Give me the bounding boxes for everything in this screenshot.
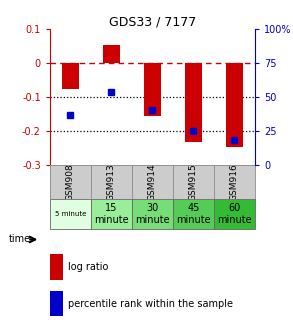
Bar (132, 199, 173, 229)
Text: 5 minute: 5 minute (54, 211, 86, 217)
Title: GDS33 / 7177: GDS33 / 7177 (109, 15, 196, 28)
Text: log ratio: log ratio (67, 262, 108, 272)
Text: GSM908: GSM908 (66, 163, 75, 201)
Bar (103, 45, 120, 63)
Bar (62, 63, 79, 89)
Bar (214, 199, 255, 229)
Bar (185, 63, 202, 142)
Text: GSM913: GSM913 (107, 163, 116, 201)
Bar (173, 199, 214, 229)
Text: 45
minute: 45 minute (176, 203, 211, 225)
Bar (226, 63, 243, 147)
Text: 60
minute: 60 minute (217, 203, 252, 225)
Bar (50, 254, 63, 280)
Bar (50, 291, 63, 317)
Text: GSM915: GSM915 (189, 163, 198, 201)
Text: GSM916: GSM916 (230, 163, 239, 201)
Bar (144, 63, 161, 116)
Text: 30
minute: 30 minute (135, 203, 170, 225)
Text: time: time (9, 234, 31, 245)
Text: percentile rank within the sample: percentile rank within the sample (67, 299, 233, 309)
Bar (91, 199, 132, 229)
Bar (50, 199, 91, 229)
Text: GSM914: GSM914 (148, 163, 157, 201)
Text: 15
minute: 15 minute (94, 203, 129, 225)
